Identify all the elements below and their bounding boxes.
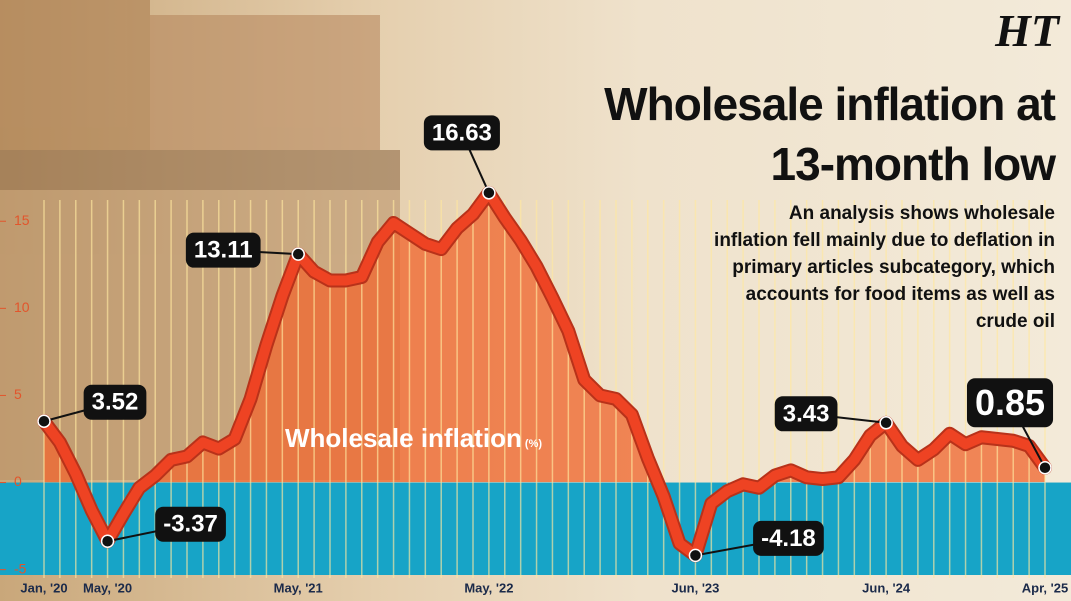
callout: 13.11 <box>185 232 261 268</box>
x-tick-label: May, '21 <box>274 580 323 595</box>
callout: 3.52 <box>83 384 147 420</box>
data-label: -4.18 <box>761 525 816 552</box>
data-label: 13.11 <box>194 237 253 264</box>
callout-box <box>753 520 824 556</box>
point <box>37 414 51 428</box>
x-tick-label: Apr, '25 <box>1022 580 1068 595</box>
point <box>482 186 496 200</box>
y-tick-label: 10 <box>14 299 30 315</box>
point <box>879 416 893 430</box>
callout-box <box>83 384 147 420</box>
data-label: 16.63 <box>432 119 492 146</box>
y-tick-label: 15 <box>14 212 30 228</box>
callout-box <box>966 378 1054 428</box>
callout-box <box>185 232 261 268</box>
x-tick-label: May, '22 <box>464 580 513 595</box>
logo: HT <box>995 5 1059 56</box>
callout: -4.18 <box>753 520 824 556</box>
line <box>39 187 1050 561</box>
callout-box <box>155 506 226 542</box>
point <box>688 548 703 563</box>
x-tick-label: Jan, '20 <box>20 580 67 595</box>
chart-title: Wholesale inflation at 13-month low <box>604 78 1056 190</box>
callout: 0.85 <box>966 378 1054 428</box>
series-name: Wholesale inflation <box>285 423 522 453</box>
callout-box <box>774 396 838 432</box>
point <box>1038 460 1052 475</box>
point <box>291 247 305 261</box>
callout-box <box>423 115 500 151</box>
y-tick-label: 0 <box>14 473 22 489</box>
callout: 3.43 <box>774 396 838 432</box>
y-tick-label: -5 <box>14 560 27 576</box>
callout: -3.37 <box>155 506 226 542</box>
y-tick-label: 5 <box>14 386 22 402</box>
data-label: -3.37 <box>163 511 218 538</box>
point <box>100 534 115 548</box>
x-tick-label: May, '20 <box>83 580 132 595</box>
series-unit: (%) <box>525 438 542 450</box>
chart-subtitle: An analysis shows wholesale inflation fe… <box>714 203 1055 332</box>
callout: 16.63 <box>423 115 500 151</box>
x-tick-label: Jun, '23 <box>671 580 719 595</box>
data-label: 3.52 <box>92 389 139 416</box>
series-label: Wholesale inflation (%) <box>285 423 542 453</box>
data-label: 0.85 <box>975 382 1045 423</box>
x-tick-label: Jun, '24 <box>862 580 911 595</box>
data-label: 3.43 <box>783 400 830 427</box>
